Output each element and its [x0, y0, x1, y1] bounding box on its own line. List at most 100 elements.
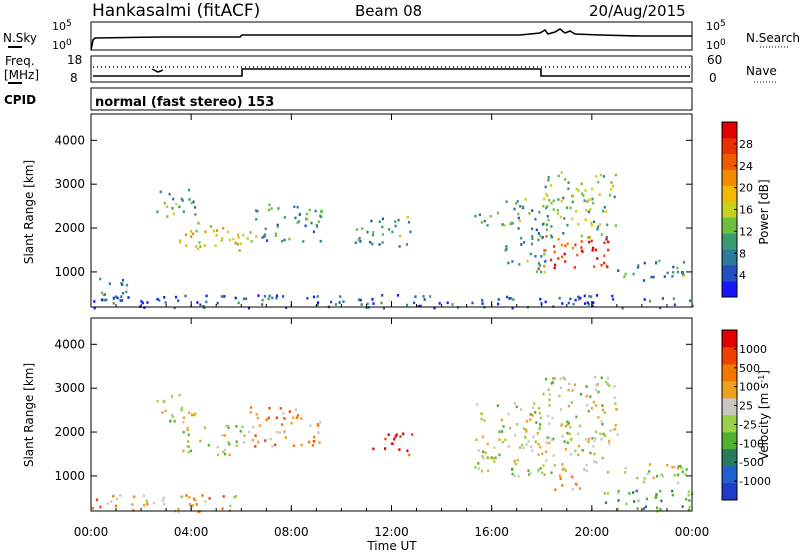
data-cell — [182, 210, 185, 213]
data-cell — [237, 236, 240, 239]
data-cell — [590, 187, 594, 191]
data-cell — [283, 238, 286, 242]
data-cell — [181, 495, 184, 499]
data-cell — [249, 231, 252, 234]
data-cell — [600, 233, 603, 236]
data-cell — [544, 377, 548, 381]
data-cell — [357, 238, 360, 242]
velocity-yaxis: 1000 2000 3000 4000 — [54, 337, 692, 483]
data-cell — [566, 420, 569, 423]
data-cell — [557, 237, 560, 241]
data-cell — [361, 227, 364, 230]
data-cell — [497, 298, 500, 301]
data-cell — [606, 471, 609, 474]
data-cell — [503, 224, 506, 227]
data-cell — [609, 188, 613, 191]
data-cell — [175, 202, 178, 206]
freq-label-2: [MHz] — [4, 68, 39, 82]
data-cell — [596, 383, 599, 386]
data-cell — [517, 216, 520, 220]
data-cell — [205, 300, 208, 304]
data-cell — [177, 299, 180, 303]
data-cell — [540, 270, 543, 274]
data-cell — [474, 466, 477, 469]
station-title: Hankasalmi (fitACF) — [92, 1, 260, 21]
data-cell — [682, 274, 685, 277]
data-cell — [536, 432, 539, 435]
colorbar-swatch — [722, 137, 737, 155]
data-cell — [589, 395, 592, 398]
data-cell — [520, 236, 523, 240]
cpid-text: normal (fast stereo) 153 — [95, 95, 274, 110]
data-cell — [530, 445, 533, 449]
data-cell — [381, 241, 384, 244]
data-cell — [185, 494, 188, 497]
data-cell — [381, 294, 384, 297]
data-cell — [397, 218, 400, 222]
data-cell — [576, 253, 579, 257]
data-cell — [561, 468, 564, 471]
data-cell — [359, 240, 362, 243]
data-cell — [497, 302, 500, 306]
data-cell — [614, 402, 617, 405]
data-cell — [531, 449, 534, 452]
data-cell — [529, 418, 532, 421]
data-cell — [502, 425, 505, 428]
data-cell — [519, 205, 522, 208]
data-cell — [595, 461, 598, 464]
data-cell — [593, 439, 596, 443]
data-cell — [406, 449, 409, 453]
data-cell — [658, 259, 661, 263]
colorbar-tick-label: -500 — [739, 456, 764, 469]
data-cell — [666, 271, 669, 275]
data-cell — [577, 295, 580, 299]
data-cell — [655, 474, 659, 478]
data-cell — [659, 508, 662, 511]
data-cell — [590, 407, 593, 410]
data-cell — [143, 504, 146, 507]
data-cell — [438, 302, 441, 305]
data-cell — [527, 469, 530, 472]
nsky-label: N.Sky — [3, 31, 37, 45]
data-cell — [120, 295, 123, 298]
data-cell — [511, 472, 514, 476]
data-cell — [402, 432, 405, 436]
data-cell — [687, 490, 690, 493]
data-cell — [116, 497, 119, 501]
data-cell — [178, 241, 182, 244]
data-cell — [529, 472, 532, 475]
data-cell — [381, 225, 384, 229]
data-cell — [558, 394, 561, 398]
data-cell — [557, 174, 560, 178]
data-cell — [563, 217, 566, 220]
data-cell — [583, 467, 586, 471]
data-cell — [478, 213, 481, 217]
data-cell — [537, 468, 540, 472]
data-cell — [145, 499, 148, 503]
data-cell — [360, 303, 363, 306]
data-cell — [296, 205, 299, 209]
data-cell — [584, 189, 587, 192]
data-cell — [394, 220, 397, 223]
data-cell — [209, 225, 212, 228]
data-cell — [366, 230, 369, 234]
data-cell — [574, 243, 577, 247]
colorbar-swatch — [722, 169, 737, 186]
data-cell — [537, 232, 540, 235]
data-cell — [561, 484, 564, 487]
data-cell — [239, 430, 242, 433]
data-cell — [141, 301, 144, 305]
data-cell — [591, 197, 594, 201]
data-cell — [552, 208, 555, 211]
data-cell — [513, 459, 516, 463]
data-cell — [594, 376, 597, 379]
data-cell — [387, 433, 390, 436]
data-cell — [679, 464, 682, 468]
data-cell — [177, 510, 180, 514]
data-cell — [592, 201, 595, 205]
data-cell — [534, 411, 537, 414]
data-cell — [500, 418, 503, 422]
data-cell — [587, 236, 590, 239]
colorbar-tick-label: 25 — [739, 400, 753, 413]
